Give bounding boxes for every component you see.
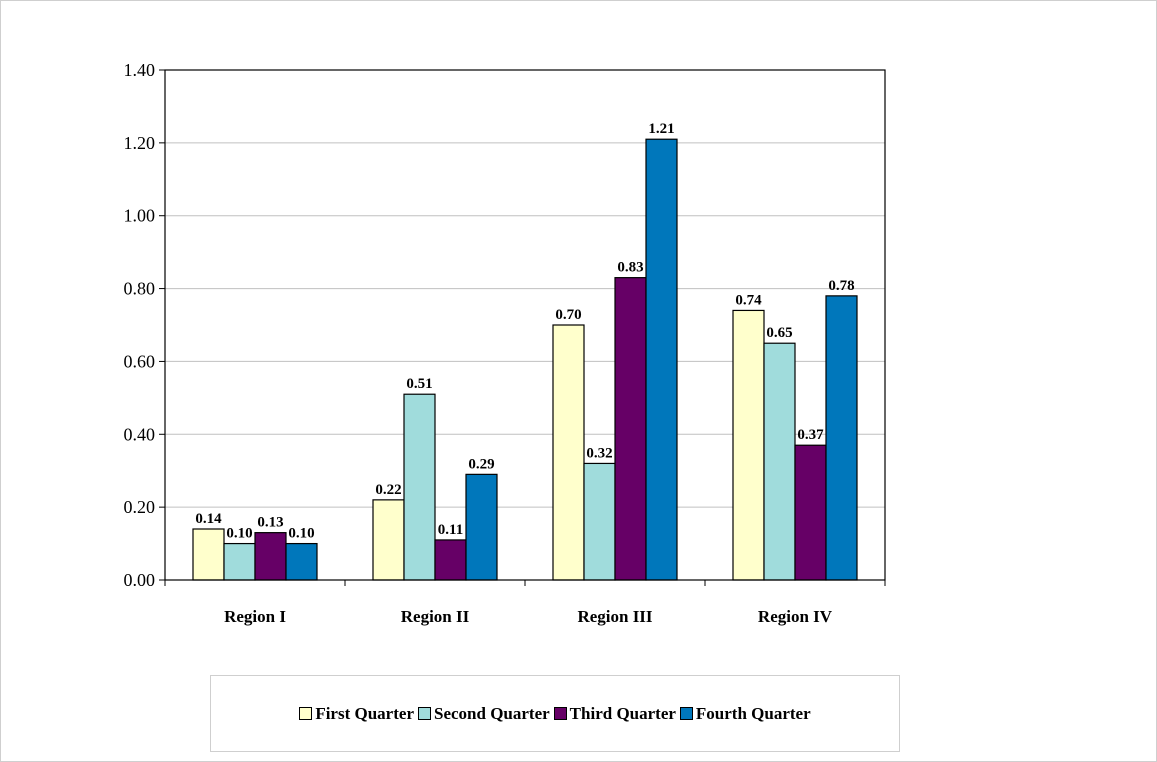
legend-label-third-quarter: Third Quarter [569, 703, 676, 723]
bar-fourth-quarter-region-ii [465, 473, 498, 581]
bar-first-quarter-region-ii [372, 499, 405, 581]
legend-label-fourth-quarter: Fourth Quarter [695, 703, 811, 723]
y-tick-label-6: 1.20 [124, 133, 156, 153]
y-tick-label-7: 1.40 [124, 60, 156, 80]
bar-second-quarter-region-ii [403, 393, 436, 581]
bar-fourth-quarter-region-i [285, 542, 318, 581]
bar-first-quarter-region-i [192, 528, 225, 581]
x-category-label-2: Region III [577, 607, 652, 626]
y-tick-label-2: 0.40 [124, 424, 156, 444]
legend-swatch-first-quarter [299, 707, 313, 720]
axes [159, 69, 886, 586]
legend-item-fourth-quarter: Fourth Quarter [679, 703, 811, 724]
legend-swatch-third-quarter [553, 707, 567, 720]
x-category-label-1: Region II [401, 607, 470, 626]
data-label-third-quarter-region-i: 0.13 [257, 515, 283, 531]
bar-second-quarter-region-iv [763, 342, 796, 581]
labels: 0.000.200.400.600.801.001.201.400.140.10… [124, 60, 855, 626]
bars [192, 138, 858, 581]
data-label-first-quarter-region-iv: 0.74 [735, 292, 762, 308]
bar-fourth-quarter-region-iii [645, 138, 678, 581]
y-tick-label-4: 0.80 [124, 279, 156, 299]
legend-item-third-quarter: Third Quarter [553, 703, 676, 724]
bar-first-quarter-region-iv [732, 309, 765, 581]
x-category-label-3: Region IV [758, 607, 833, 626]
data-label-fourth-quarter-region-ii: 0.29 [468, 456, 494, 472]
legend-label-first-quarter: First Quarter [315, 703, 414, 723]
data-label-third-quarter-region-iv: 0.37 [797, 427, 824, 443]
data-label-first-quarter-region-ii: 0.22 [375, 482, 401, 498]
data-label-first-quarter-region-iii: 0.70 [555, 307, 581, 323]
bar-third-quarter-region-iv [794, 444, 827, 581]
data-label-fourth-quarter-region-iii: 1.21 [648, 121, 674, 137]
data-label-fourth-quarter-region-i: 0.10 [288, 526, 314, 542]
x-category-label-0: Region I [224, 607, 286, 626]
data-label-third-quarter-region-iii: 0.83 [617, 260, 643, 276]
data-label-second-quarter-region-ii: 0.51 [406, 376, 432, 392]
plot-area-border [164, 69, 886, 581]
legend-swatch-fourth-quarter [679, 707, 693, 720]
bar-second-quarter-region-i [223, 542, 256, 581]
chart-plot: 0.000.200.400.600.801.001.201.400.140.10… [124, 60, 886, 626]
bar-third-quarter-region-ii [434, 539, 467, 581]
data-label-first-quarter-region-i: 0.14 [195, 511, 222, 527]
data-label-second-quarter-region-iii: 0.32 [586, 445, 612, 461]
legend-swatch-second-quarter [417, 707, 431, 720]
bar-fourth-quarter-region-iv [825, 295, 858, 581]
bar-second-quarter-region-iii [583, 462, 616, 581]
data-label-third-quarter-region-ii: 0.11 [438, 522, 463, 538]
legend: First Quarter Second Quarter Third Quart… [210, 675, 900, 752]
y-tick-label-1: 0.20 [124, 497, 156, 517]
bar-third-quarter-region-iii [614, 277, 647, 581]
bar-first-quarter-region-iii [552, 324, 585, 581]
legend-item-first-quarter: First Quarter [299, 704, 414, 724]
legend-label-second-quarter: Second Quarter [433, 703, 550, 723]
data-label-fourth-quarter-region-iv: 0.78 [828, 278, 854, 294]
y-tick-label-3: 0.60 [124, 351, 156, 371]
data-label-second-quarter-region-iv: 0.65 [766, 325, 792, 341]
y-tick-label-0: 0.00 [124, 570, 156, 590]
y-tick-label-5: 1.00 [124, 206, 156, 226]
bar-third-quarter-region-i [254, 532, 287, 581]
data-label-second-quarter-region-i: 0.10 [226, 526, 252, 542]
legend-item-second-quarter: Second Quarter [417, 703, 550, 724]
